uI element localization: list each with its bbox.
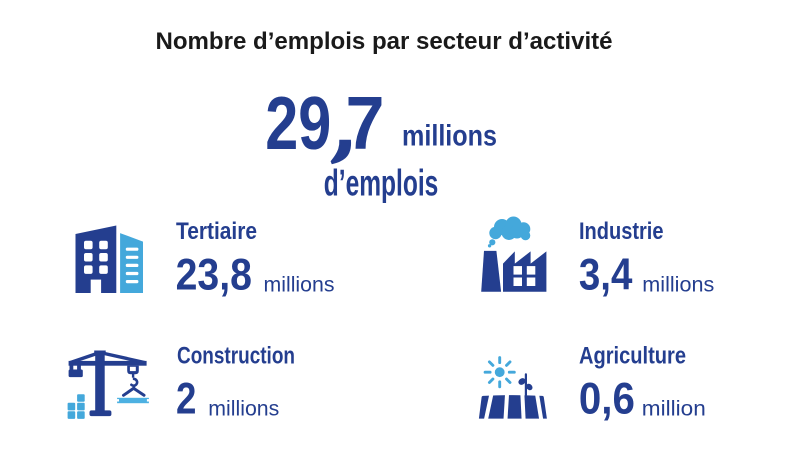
svg-text:millions: millions xyxy=(264,273,335,296)
svg-text:Industrie: Industrie xyxy=(579,218,664,245)
svg-text:millions: millions xyxy=(208,397,279,420)
svg-text:millions: millions xyxy=(402,120,497,153)
svg-text:Construction: Construction xyxy=(177,342,295,369)
svg-text:2: 2 xyxy=(176,375,196,424)
svg-text:million: million xyxy=(642,397,706,420)
svg-text:3,4: 3,4 xyxy=(579,251,633,300)
svg-text:d’emplois: d’emplois xyxy=(324,163,439,204)
svg-text:7: 7 xyxy=(346,81,385,165)
svg-text:millions: millions xyxy=(642,273,714,296)
svg-text:Agriculture: Agriculture xyxy=(579,342,686,369)
svg-text:23,8: 23,8 xyxy=(176,251,252,300)
svg-text:29: 29 xyxy=(265,81,331,165)
svg-text:Tertiaire: Tertiaire xyxy=(176,218,257,245)
svg-text:0,6: 0,6 xyxy=(579,375,635,424)
svg-text:Nombre d’emplois par secteur d: Nombre d’emplois par secteur d’activité xyxy=(156,28,613,55)
